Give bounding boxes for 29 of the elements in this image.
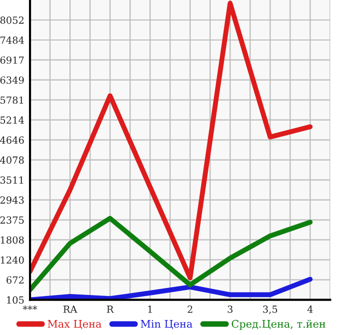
x-tick-label: 2	[188, 306, 192, 313]
x-tick-label: RA	[63, 306, 78, 313]
legend-label: Min Цена	[140, 320, 192, 330]
y-tick-label: 5781	[0, 96, 24, 104]
y-tick-label: 4646	[0, 136, 24, 144]
y-tick-label: 5214	[0, 116, 24, 124]
line-series	[30, 0, 313, 280]
y-tick-label: 8052	[0, 16, 24, 24]
y-tick-label: 105	[7, 296, 24, 304]
x-tick-label: ***	[22, 306, 38, 310]
x-tick-label: R	[106, 306, 114, 313]
y-tick-label: 7484	[0, 36, 24, 44]
x-tick-label: 1	[148, 306, 152, 313]
line-series	[30, 276, 313, 300]
x-tick-label: 3,5	[263, 306, 278, 314]
y-tick-label: 1240	[0, 256, 24, 264]
y-tick-label: 6917	[0, 56, 24, 64]
x-tick-label: 3	[228, 306, 232, 313]
y-tick-label: 2943	[0, 196, 24, 204]
y-tick-label: 6349	[0, 76, 24, 84]
y-tick-label: 672	[6, 276, 24, 284]
y-tick-label: 2375	[0, 216, 24, 224]
legend-label: Сред.Цена, т.йен	[232, 320, 326, 330]
line-series	[30, 216, 313, 292]
y-tick-label: 1808	[0, 236, 24, 244]
x-tick-label: 4	[307, 306, 313, 313]
legend-label: Max Цена	[48, 320, 102, 330]
y-tick-label: 4078	[0, 156, 24, 164]
y-tick-label: 3511	[0, 176, 24, 184]
